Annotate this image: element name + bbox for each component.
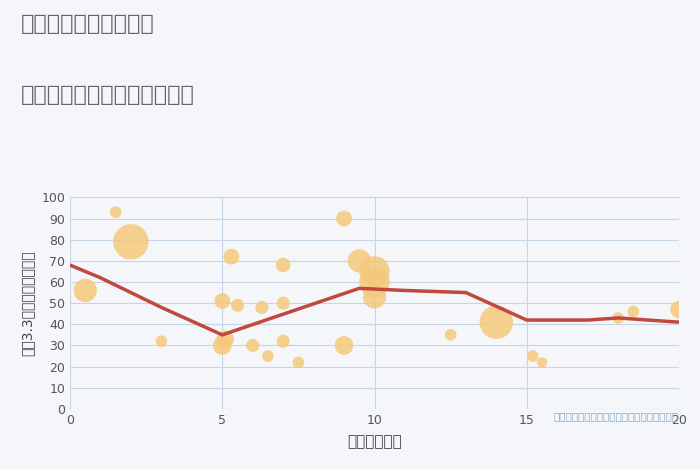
Point	[277, 261, 289, 269]
Point	[293, 359, 304, 366]
Text: 駅距離別中古マンション価格: 駅距離別中古マンション価格	[21, 85, 195, 105]
Point	[247, 342, 258, 349]
Point	[217, 298, 228, 305]
Point	[354, 257, 365, 265]
Point	[110, 209, 121, 216]
Point	[536, 359, 547, 366]
Point	[156, 337, 167, 345]
Point	[628, 308, 639, 315]
Point	[232, 302, 243, 309]
Point	[612, 314, 624, 322]
Point	[80, 287, 91, 294]
Point	[217, 342, 228, 349]
Point	[527, 352, 538, 360]
Point	[339, 342, 350, 349]
Point	[256, 304, 267, 311]
Point	[445, 331, 456, 338]
Point	[226, 253, 237, 260]
Point	[262, 352, 274, 360]
Point	[369, 293, 380, 301]
Point	[125, 238, 136, 246]
Text: 円の大きさは、取引のあった物件面積を示す: 円の大きさは、取引のあった物件面積を示す	[554, 411, 679, 421]
Point	[673, 306, 685, 313]
Point	[369, 278, 380, 286]
Point	[369, 268, 380, 275]
Point	[277, 299, 289, 307]
X-axis label: 駅距離（分）: 駅距離（分）	[347, 434, 402, 449]
Point	[491, 319, 502, 326]
Point	[339, 215, 350, 222]
Y-axis label: 平（3.3㎡）単価（万円）: 平（3.3㎡）単価（万円）	[20, 251, 34, 356]
Text: 三重県鈴鹿市山本町の: 三重県鈴鹿市山本町の	[21, 14, 155, 34]
Point	[277, 337, 289, 345]
Point	[220, 336, 231, 343]
